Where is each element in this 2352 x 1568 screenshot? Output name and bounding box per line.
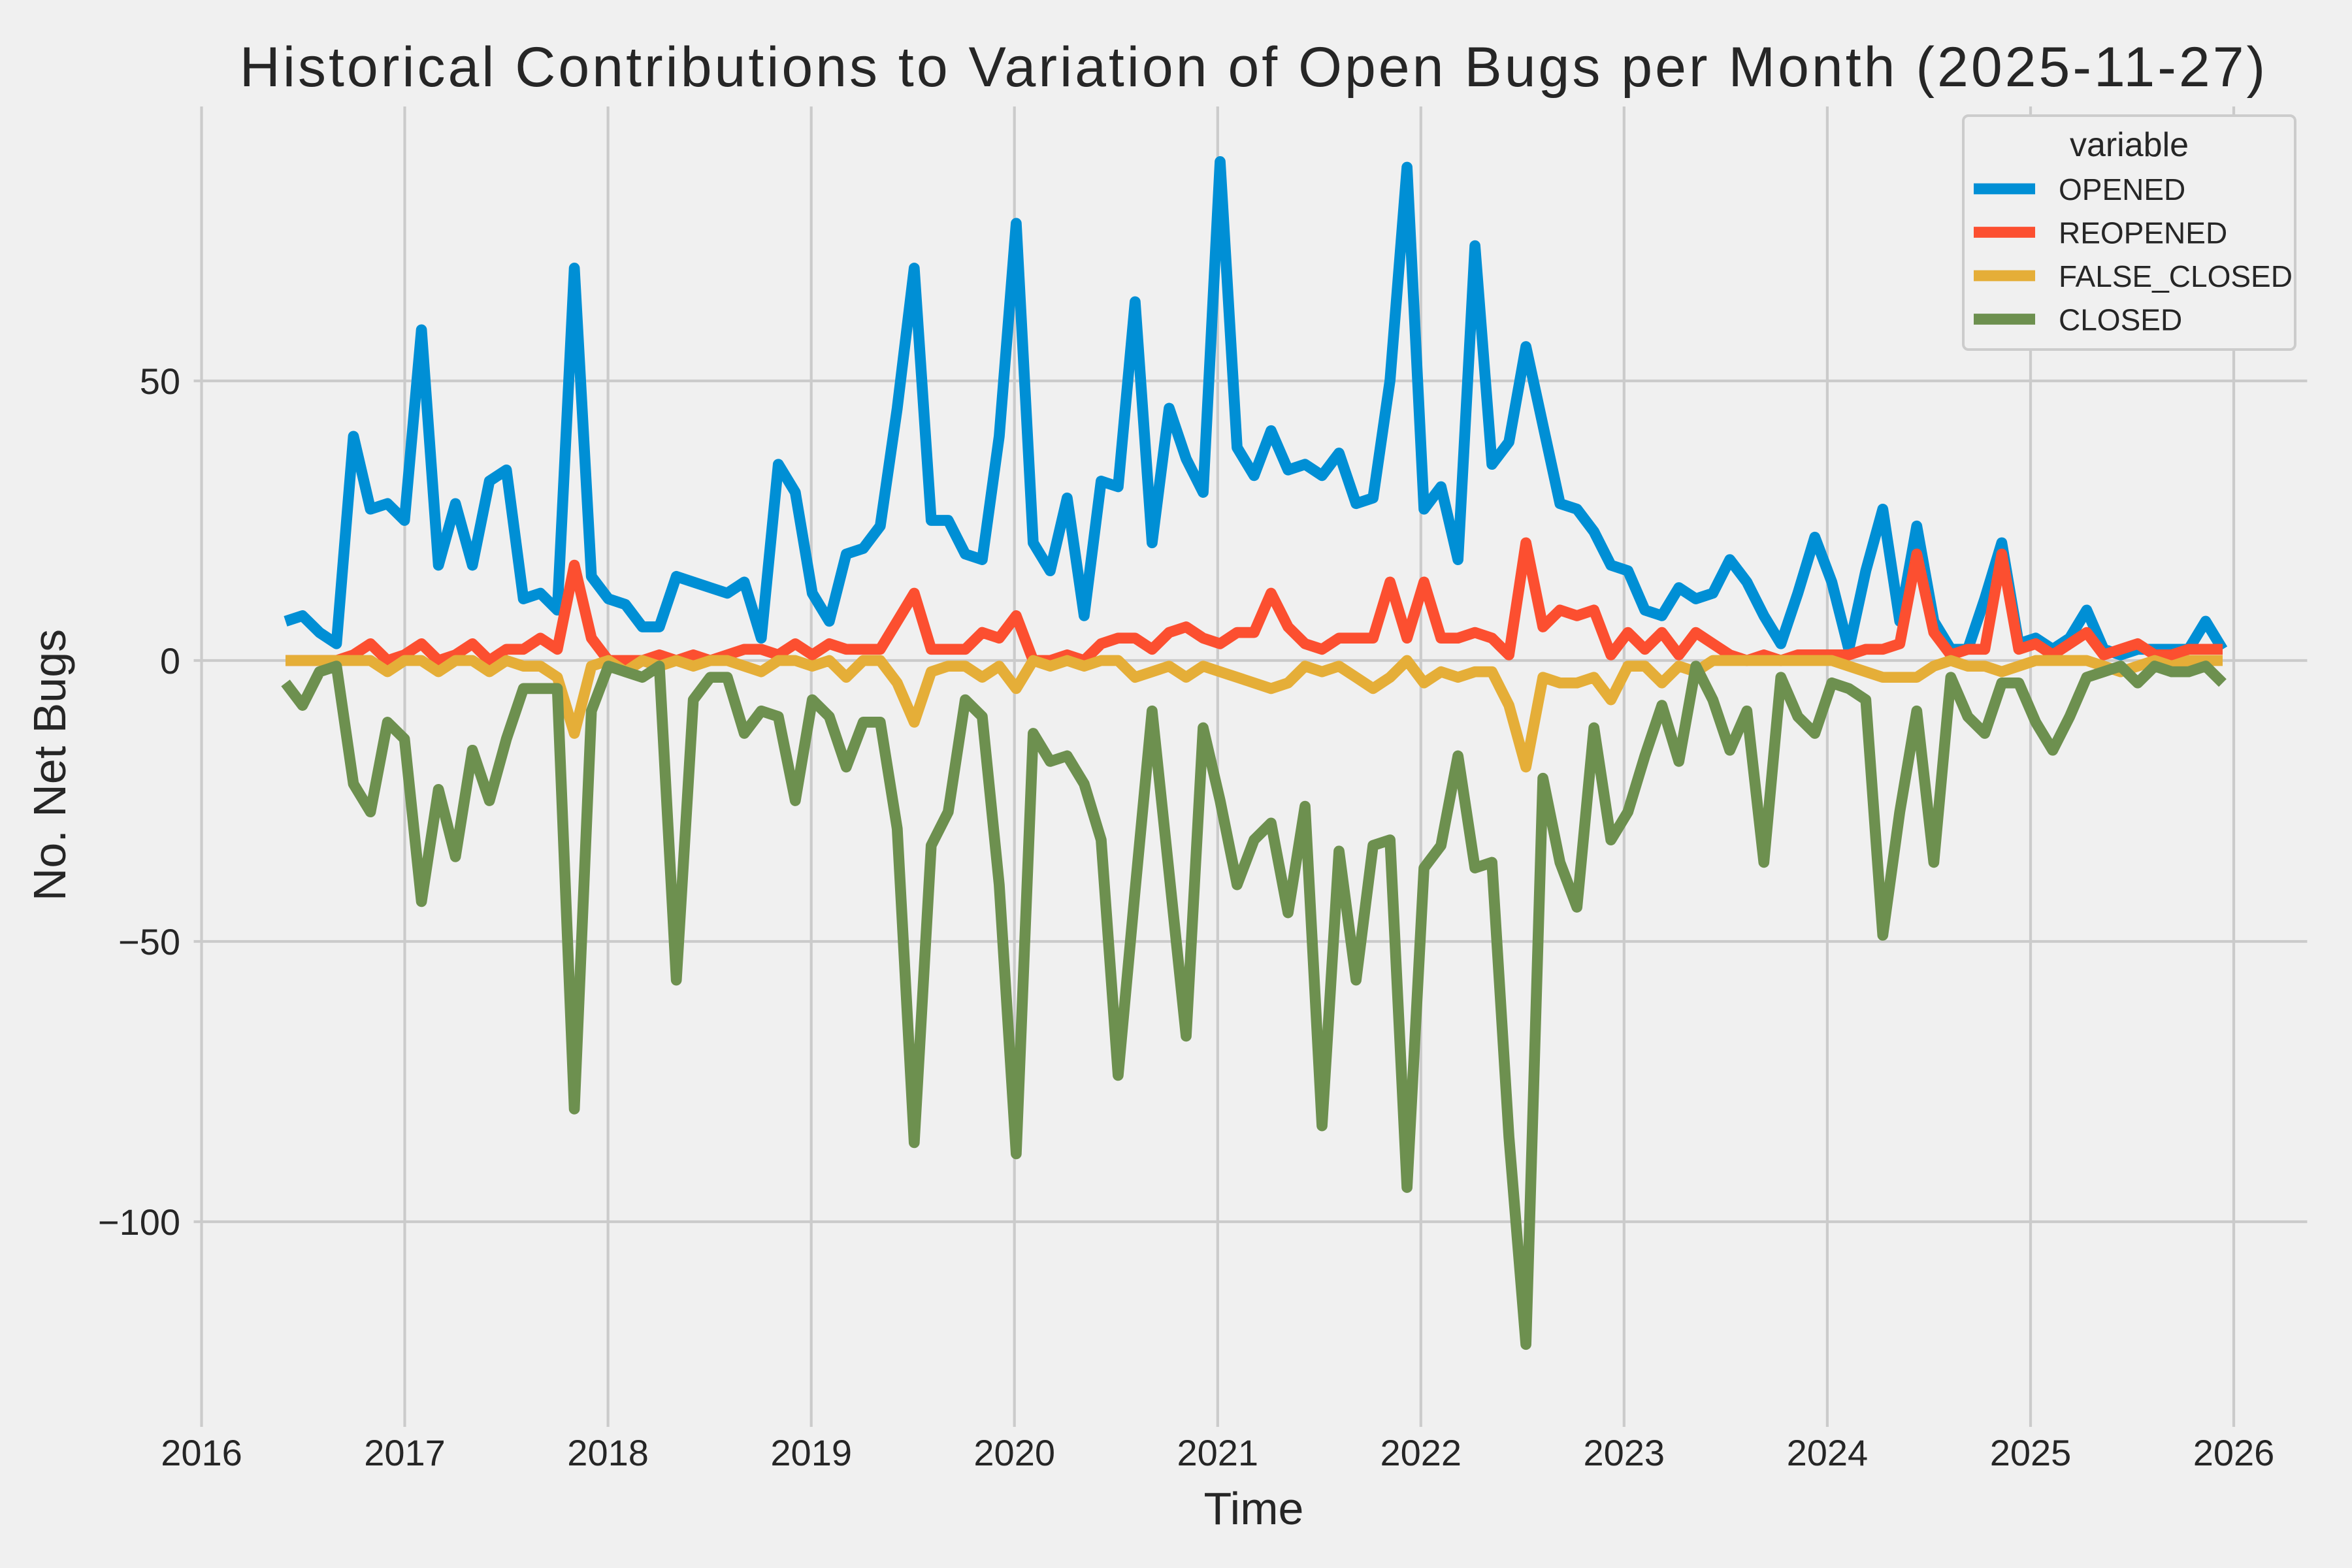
svg-text:Historical Contributions to Va: Historical Contributions to Variation of…: [240, 36, 2268, 99]
svg-text:50: 50: [140, 361, 180, 402]
svg-text:2026: 2026: [2193, 1432, 2275, 1473]
svg-text:2021: 2021: [1177, 1432, 1259, 1473]
svg-text:−50: −50: [118, 921, 180, 962]
svg-text:variable: variable: [2070, 126, 2189, 164]
svg-text:CLOSED: CLOSED: [2059, 303, 2182, 337]
svg-text:2020: 2020: [973, 1432, 1055, 1473]
svg-text:2017: 2017: [364, 1432, 446, 1473]
svg-text:2022: 2022: [1380, 1432, 1462, 1473]
svg-text:2023: 2023: [1584, 1432, 1665, 1473]
svg-text:2019: 2019: [770, 1432, 852, 1473]
svg-text:2024: 2024: [1787, 1432, 1869, 1473]
svg-text:2025: 2025: [1990, 1432, 2072, 1473]
svg-text:Time: Time: [1204, 1483, 1304, 1534]
svg-text:REOPENED: REOPENED: [2059, 216, 2227, 250]
svg-text:2016: 2016: [161, 1432, 242, 1473]
svg-text:OPENED: OPENED: [2059, 172, 2185, 206]
svg-text:No. Net Bugs: No. Net Bugs: [24, 629, 75, 901]
svg-text:FALSE_CLOSED: FALSE_CLOSED: [2059, 259, 2293, 293]
svg-text:2018: 2018: [567, 1432, 649, 1473]
svg-text:−100: −100: [98, 1201, 180, 1243]
svg-text:0: 0: [160, 640, 180, 681]
